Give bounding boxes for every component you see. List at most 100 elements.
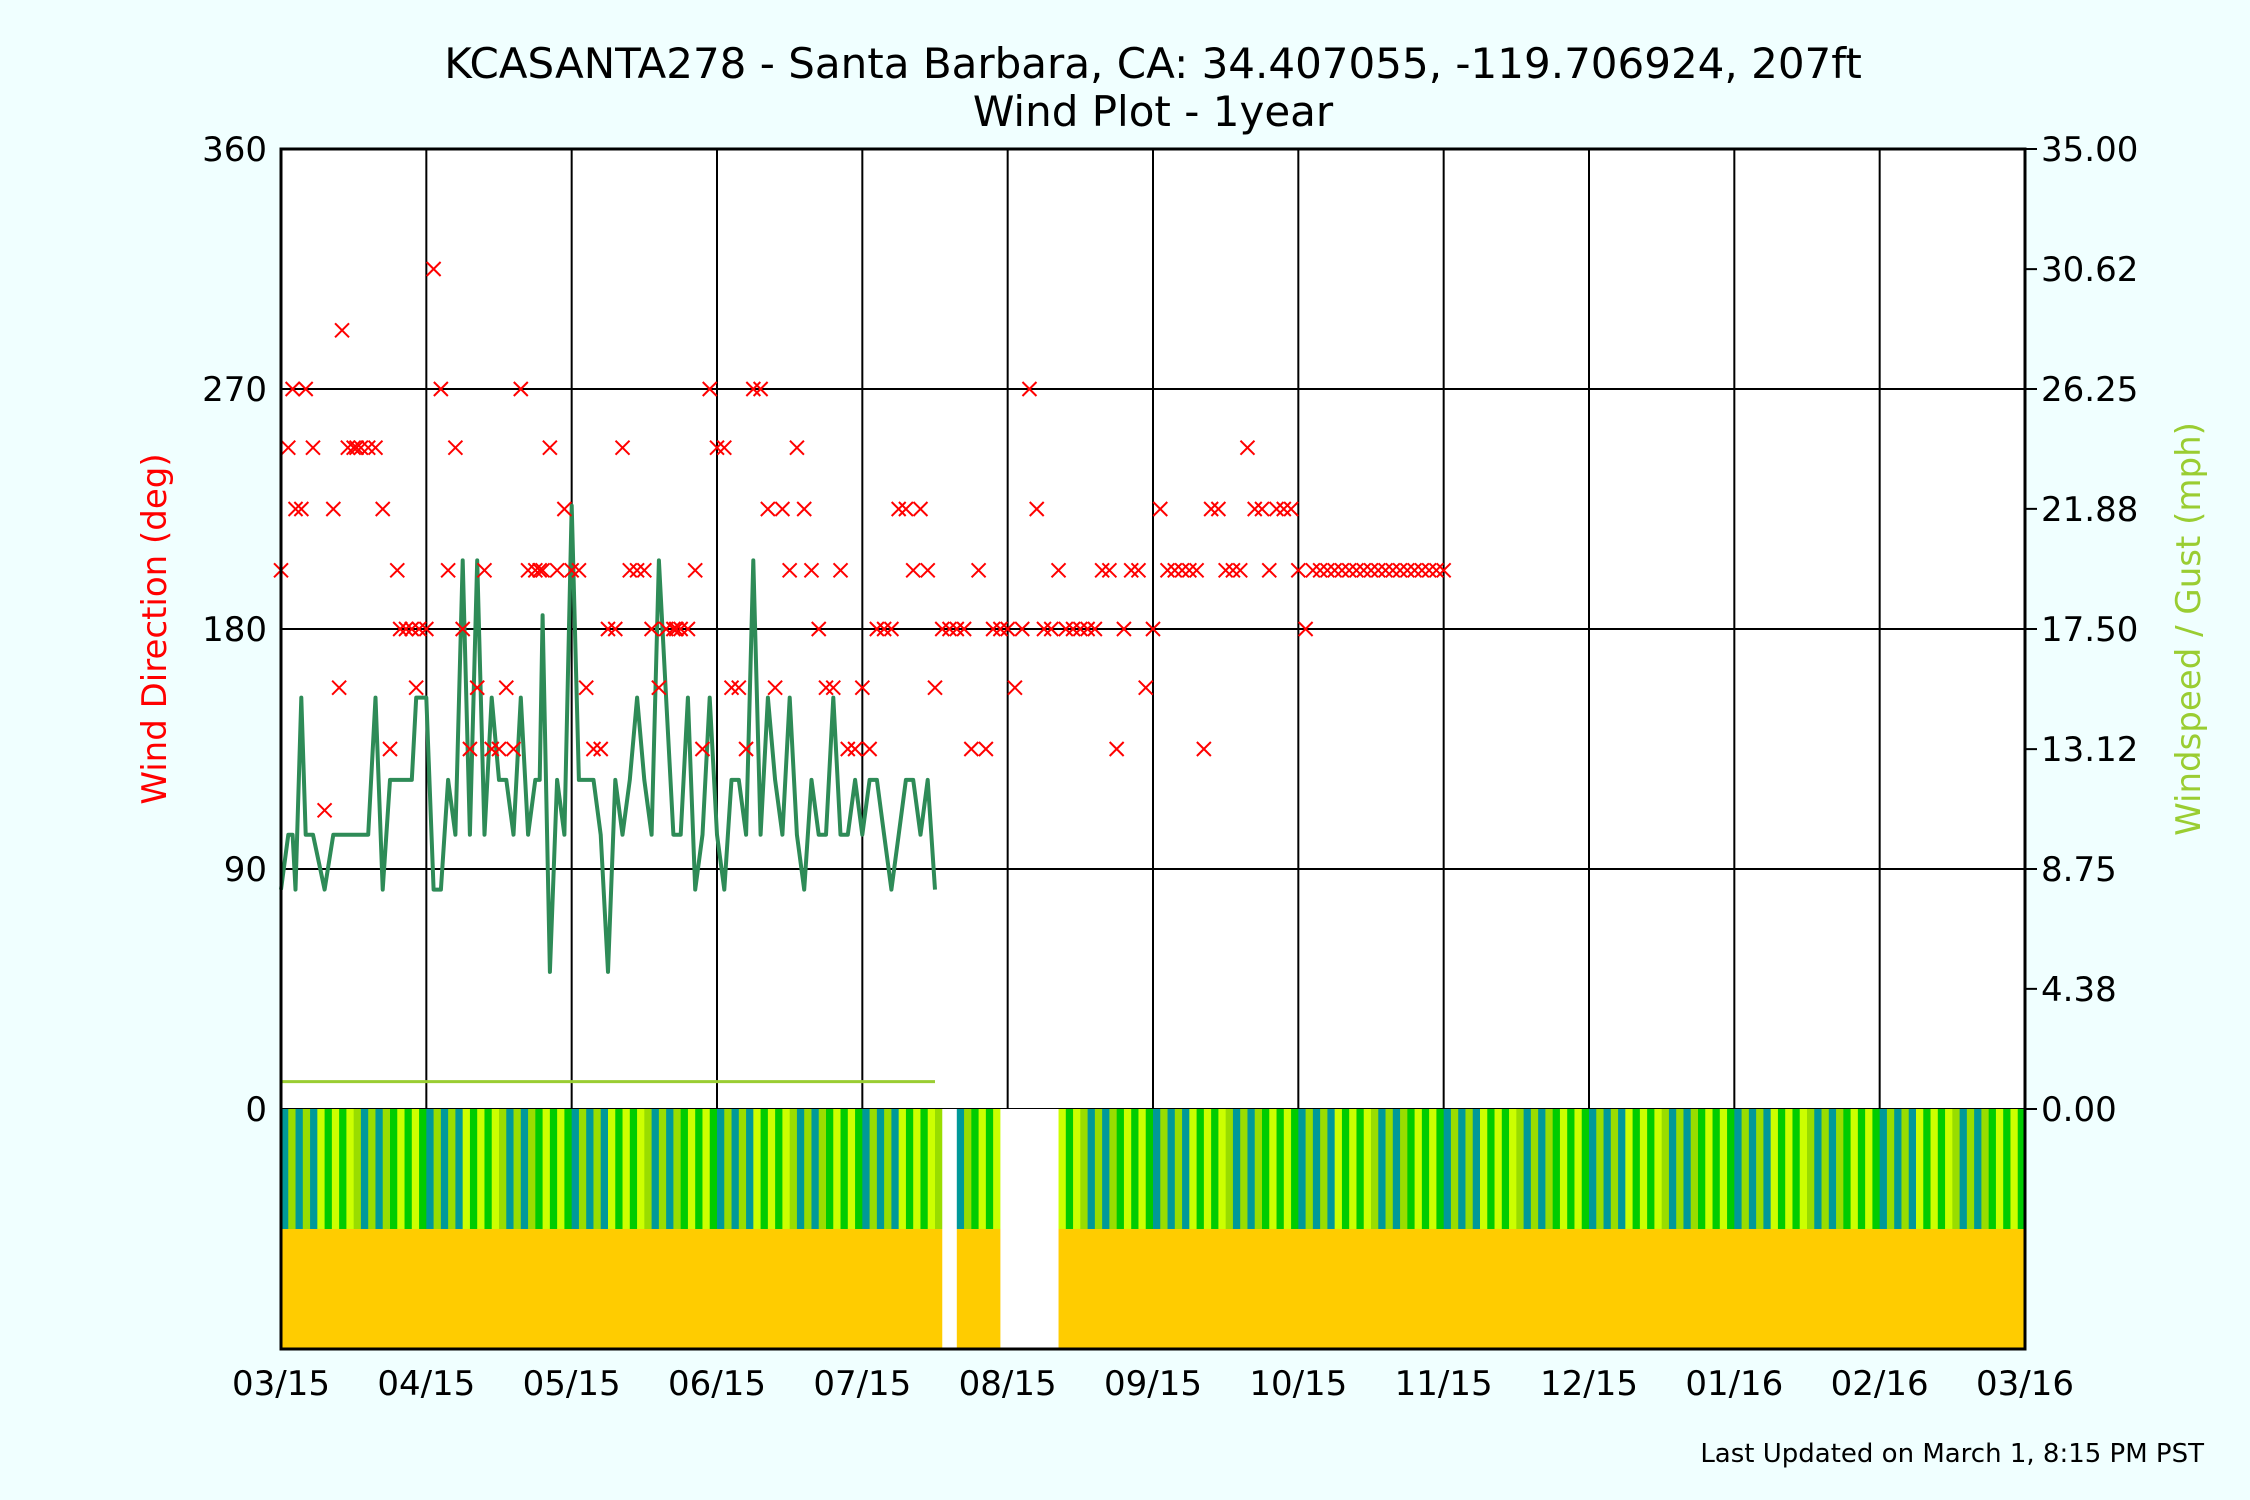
band-bottom-segment [1908, 1229, 1917, 1349]
band-bottom-segment [717, 1229, 725, 1349]
x-tick-label: 10/15 [1249, 1364, 1347, 1404]
x-tick-label: 01/16 [1685, 1364, 1783, 1404]
direction-marker [898, 501, 914, 517]
x-tick-label: 03/15 [232, 1364, 330, 1404]
band-bottom-segment [513, 1229, 522, 1349]
direction-marker [934, 621, 950, 637]
x-tick-label: 02/16 [1831, 1364, 1929, 1404]
band-bottom-segment [433, 1229, 442, 1349]
band-top-segment [1545, 1109, 1554, 1229]
band-top-segment [1654, 1109, 1663, 1229]
band-bottom-segment [593, 1229, 602, 1349]
right-tick-label: 30.62 [2041, 250, 2138, 290]
direction-marker [861, 741, 878, 757]
band-top-segment [1538, 1109, 1546, 1229]
band-top-segment [1836, 1109, 1844, 1229]
direction-marker [316, 802, 333, 819]
band-bottom-segment [666, 1229, 674, 1349]
band-bottom-segment [1966, 1229, 1975, 1349]
direction-marker [367, 439, 384, 456]
band-bottom-segment [324, 1229, 333, 1349]
band-bottom-segment [1480, 1229, 1488, 1349]
direction-marker [890, 501, 907, 517]
band-bottom-segment [978, 1229, 987, 1349]
band-bottom-segment [1603, 1229, 1612, 1349]
band-top-segment [615, 1109, 624, 1229]
band-top-segment [586, 1109, 594, 1229]
band-top-segment [1559, 1109, 1568, 1229]
direction-marker [1174, 562, 1190, 579]
band-top-segment [1465, 1109, 1474, 1229]
band-top-segment [1581, 1109, 1590, 1229]
band-gap [1051, 1109, 1060, 1349]
band-top-segment [1908, 1109, 1917, 1229]
band-top-segment [1174, 1109, 1183, 1229]
direction-marker [447, 439, 464, 456]
band-bottom-segment [964, 1229, 972, 1349]
band-bottom-segment [1698, 1229, 1706, 1349]
band-top-segment [2010, 1109, 2019, 1229]
band-top-segment [804, 1109, 812, 1229]
band-bottom-segment [499, 1229, 507, 1349]
band-top-segment [1756, 1109, 1764, 1229]
band-bottom-segment [673, 1229, 682, 1349]
direction-marker [680, 621, 696, 637]
direction-marker [1319, 562, 1336, 579]
band-bottom-segment [1174, 1229, 1183, 1349]
band-bottom-segment [1429, 1229, 1437, 1349]
band-bottom-segment [1552, 1229, 1561, 1349]
direction-marker [1152, 501, 1168, 517]
band-bottom-segment [317, 1229, 326, 1349]
band-top-segment [1094, 1109, 1103, 1229]
direction-marker [1217, 562, 1234, 579]
condition-bands [281, 1109, 2026, 1349]
band-bottom-segment [1618, 1229, 1626, 1349]
direction-marker [622, 562, 638, 579]
direction-marker [723, 679, 740, 696]
band-bottom-segment [1254, 1229, 1263, 1349]
band-bottom-segment [753, 1229, 762, 1349]
direction-marker [505, 741, 522, 757]
direction-marker [1392, 562, 1408, 579]
band-bottom-segment [1748, 1229, 1757, 1349]
band-top-segment [1472, 1109, 1481, 1229]
x-tick-label: 12/15 [1540, 1364, 1638, 1404]
direction-marker [738, 741, 754, 757]
direction-marker [781, 562, 798, 579]
band-bottom-segment [528, 1229, 536, 1349]
band-top-segment [1378, 1109, 1387, 1229]
band-top-segment [477, 1109, 485, 1229]
band-top-segment [1698, 1109, 1706, 1229]
band-top-segment [956, 1109, 965, 1229]
direction-marker [433, 381, 449, 397]
band-bottom-segment [833, 1229, 842, 1349]
direction-marker [687, 562, 703, 579]
direction-marker [1014, 621, 1030, 637]
band-bottom-segment [1959, 1229, 1968, 1349]
band-bottom-segment [557, 1229, 565, 1349]
band-top-segment [397, 1109, 406, 1229]
band-top-segment [1494, 1109, 1503, 1229]
band-bottom-segment [702, 1229, 711, 1349]
band-top-segment [731, 1109, 740, 1229]
band-bottom-segment [1814, 1229, 1823, 1349]
direction-marker [1254, 501, 1270, 517]
band-top-segment [324, 1109, 333, 1229]
band-bottom-segment [1559, 1229, 1568, 1349]
direction-marker [578, 679, 594, 696]
band-bottom-segment [1182, 1229, 1190, 1349]
band-bottom-segment [1596, 1229, 1605, 1349]
band-top-segment [1320, 1109, 1328, 1229]
direction-marker [1101, 562, 1118, 579]
direction-marker [305, 439, 321, 456]
direction-marker [334, 322, 350, 339]
band-top-segment [862, 1109, 871, 1229]
band-top-segment [1596, 1109, 1605, 1229]
band-gap [1022, 1109, 1030, 1349]
band-bottom-segment [1494, 1229, 1503, 1349]
direction-marker [1043, 621, 1059, 637]
direction-marker [1326, 562, 1343, 579]
band-top-segment [855, 1109, 863, 1229]
band-bottom-segment [1472, 1229, 1481, 1349]
band-top-segment [1123, 1109, 1132, 1229]
